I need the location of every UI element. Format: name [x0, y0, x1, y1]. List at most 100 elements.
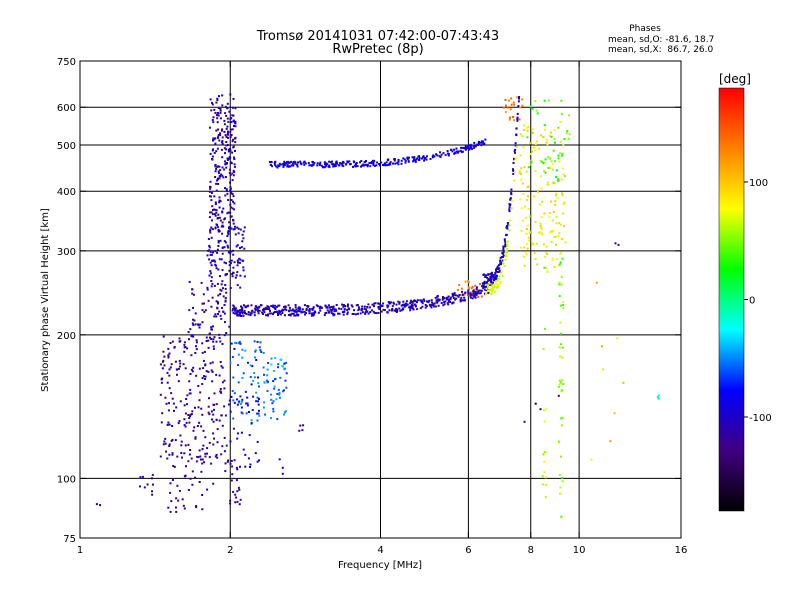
echo-point — [198, 449, 201, 452]
echo-point — [212, 251, 214, 254]
echo-point — [239, 286, 242, 289]
echo-point — [281, 466, 284, 469]
echo-point — [283, 413, 285, 416]
echo-point — [229, 186, 232, 189]
echo-point — [295, 308, 298, 311]
echo-point — [215, 182, 218, 185]
echo-point — [419, 307, 422, 310]
colorbar-label: [deg] — [719, 72, 751, 86]
echo-point — [467, 294, 470, 297]
echo-point — [341, 311, 344, 314]
echo-point — [523, 246, 526, 249]
echo-point — [406, 303, 409, 306]
echo-point — [562, 307, 565, 310]
grid-lines — [80, 61, 681, 538]
echo-point — [207, 238, 210, 240]
echo-point — [355, 313, 357, 316]
echo-point — [178, 489, 181, 492]
echo-point — [293, 314, 296, 317]
echo-point — [560, 417, 563, 420]
echo-point — [553, 138, 556, 140]
echo-point — [247, 457, 250, 460]
echo-point — [204, 363, 207, 366]
echo-point — [423, 159, 426, 162]
echo-point — [546, 138, 549, 141]
echo-point — [522, 255, 525, 258]
echo-point — [359, 312, 362, 315]
echo-point — [221, 366, 224, 369]
echo-point — [164, 442, 167, 445]
echo-point — [552, 149, 555, 152]
echo-point — [557, 157, 560, 160]
echo-point — [209, 254, 212, 256]
echo-point — [223, 312, 226, 315]
echo-point — [211, 155, 214, 158]
echo-point — [232, 427, 235, 430]
echo-point — [456, 289, 459, 291]
echo-point — [398, 302, 401, 305]
echo-point — [485, 287, 488, 290]
echo-point — [189, 388, 192, 391]
echo-point — [335, 160, 338, 163]
echo-point — [489, 283, 491, 286]
echo-point — [227, 246, 230, 249]
echo-point — [212, 432, 215, 435]
echo-point — [259, 341, 262, 344]
echo-point — [534, 146, 536, 149]
echo-point — [229, 410, 232, 413]
echo-point — [502, 249, 505, 252]
echo-point — [215, 150, 218, 153]
echo-point — [233, 165, 236, 168]
echo-point — [503, 239, 506, 242]
echo-point — [487, 273, 490, 276]
echo-point — [218, 333, 221, 336]
echo-point — [231, 390, 234, 392]
echo-point — [451, 294, 454, 297]
echo-point — [189, 477, 192, 480]
echo-point — [504, 241, 507, 244]
echo-point — [228, 399, 231, 402]
echo-point — [219, 390, 222, 393]
echo-point — [397, 163, 400, 166]
echo-point — [270, 357, 273, 360]
echo-point — [236, 314, 239, 317]
echo-point — [240, 310, 243, 313]
echo-point — [207, 299, 210, 302]
echo-point — [534, 143, 537, 145]
echo-point — [189, 413, 192, 416]
echo-point — [201, 494, 204, 496]
echo-point — [224, 470, 227, 473]
echo-point — [310, 312, 313, 315]
echo-point — [454, 151, 457, 154]
echo-point — [209, 180, 212, 183]
echo-point — [520, 178, 523, 181]
echo-point — [546, 181, 549, 184]
echo-point — [403, 158, 406, 161]
echo-point — [394, 310, 397, 312]
echo-point — [236, 398, 239, 401]
echo-point — [413, 156, 416, 159]
echo-point — [489, 288, 492, 291]
echo-point — [229, 252, 232, 255]
echo-point — [161, 367, 164, 370]
echo-point — [202, 293, 205, 296]
echo-point — [237, 342, 240, 345]
echo-point — [328, 164, 331, 167]
echo-point — [199, 455, 202, 458]
echo-point — [297, 314, 300, 317]
echo-point — [190, 413, 193, 416]
echo-point — [498, 269, 501, 272]
echo-point — [341, 162, 344, 165]
echo-point — [526, 199, 529, 201]
echo-point — [211, 296, 214, 299]
echo-point — [534, 402, 537, 405]
echo-point — [508, 206, 511, 209]
echo-point — [230, 215, 233, 218]
echo-point — [318, 164, 321, 166]
echo-point — [166, 457, 169, 460]
echo-point — [347, 303, 349, 306]
echo-point — [518, 118, 521, 121]
echo-point — [359, 161, 361, 164]
echo-point — [216, 179, 218, 182]
